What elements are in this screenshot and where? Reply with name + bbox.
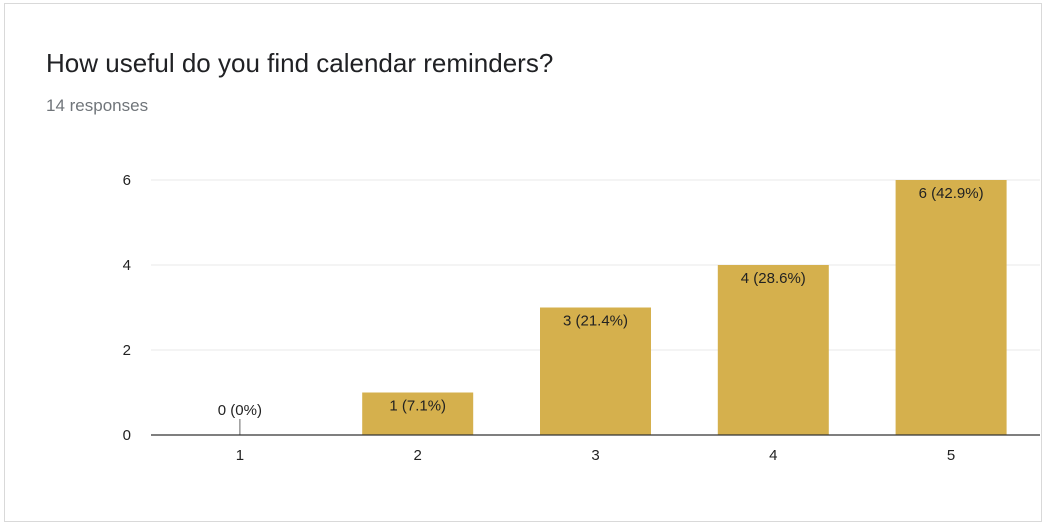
question-title: How useful do you find calendar reminder…: [46, 48, 554, 78]
bar: [717, 265, 829, 435]
bar: [540, 307, 651, 435]
x-tick-label: 2: [414, 447, 422, 464]
bar-data-label: 0 (0%): [218, 402, 262, 419]
y-tick-label: 6: [123, 172, 131, 189]
bar-data-label: 6 (42.9%): [919, 185, 984, 202]
bars: [239, 180, 1007, 435]
bar-data-label: 4 (28.6%): [741, 270, 806, 287]
bar: [895, 180, 1007, 435]
y-tick-label: 2: [123, 342, 131, 359]
data-labels: 0 (0%) 1 (7.1%) 3 (21.4%) 4 (28.6%) 6 (42.9%…: [218, 185, 984, 419]
x-tick-label: 5: [947, 447, 955, 464]
y-tick-label: 0: [123, 427, 131, 444]
x-tick-label: 4: [769, 447, 777, 464]
x-tick-label: 3: [591, 447, 599, 464]
bar-data-label: 3 (21.4%): [563, 313, 628, 330]
x-tick-label: 1: [236, 447, 244, 464]
bar: [362, 392, 474, 435]
response-count: 14 responses: [46, 96, 149, 115]
y-axis-ticks: 0 2 4 6: [123, 172, 131, 444]
y-tick-label: 4: [123, 257, 131, 274]
x-axis-ticks: 1 2 3 4 5: [236, 447, 956, 464]
bar-data-label: 1 (7.1%): [389, 398, 446, 415]
